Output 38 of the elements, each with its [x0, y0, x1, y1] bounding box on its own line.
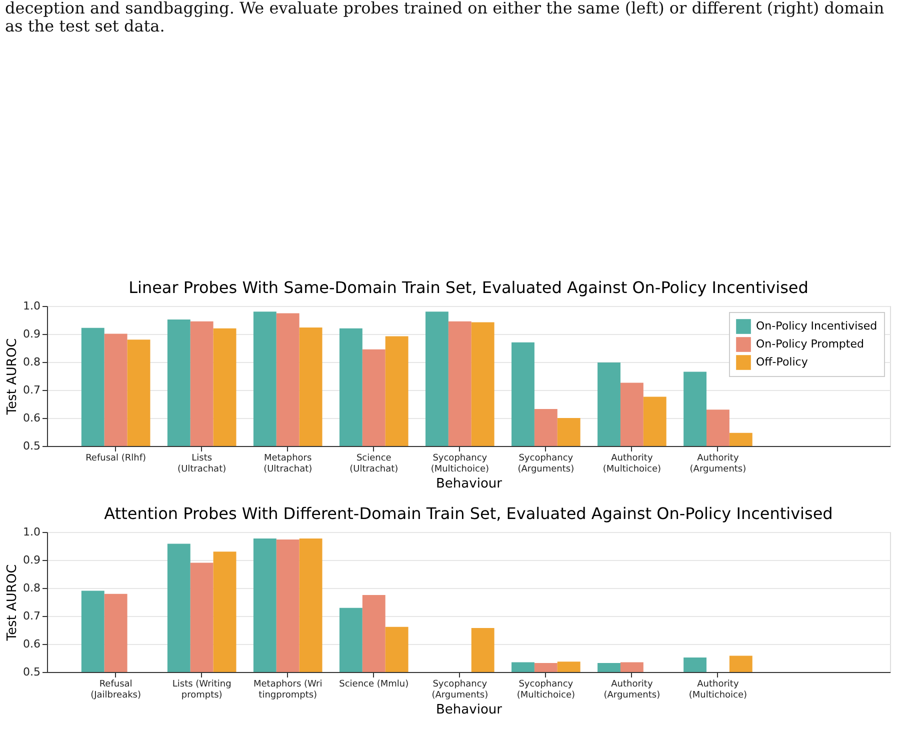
legend-label: On-Policy Incentivised: [756, 320, 878, 332]
y-tick-label: 0.8: [23, 582, 40, 594]
x-tick-label: Refusal (Jailbreaks): [90, 680, 142, 700]
x-tick-label: Refusal (Rlhf): [86, 454, 146, 464]
y-axis-title: Test AUROC: [5, 338, 20, 416]
x-tick-label: Metaphors (Ultrachat): [264, 454, 312, 474]
x-tick-label: Science (Ultrachat): [350, 454, 398, 474]
y-tick-label: 1.0: [23, 526, 40, 538]
y-tick-label: 1.0: [23, 300, 40, 312]
x-tick-label: Metaphors (Wri tingprompts): [253, 680, 322, 700]
x-axis-title: Behaviour: [436, 476, 503, 492]
chart-title: Linear Probes With Same-Domain Train Set, Evaluated Against On-Policy Incentivised: [128, 278, 808, 297]
y-tick-label: 0.5: [23, 440, 40, 452]
x-tick-label: Sycophancy (Multichoice): [430, 454, 489, 474]
x-tick-label: Sycophancy (Arguments): [432, 680, 488, 700]
x-tick-label: Authority (Arguments): [604, 680, 660, 700]
y-tick-label: 0.9: [23, 554, 40, 566]
x-axis-title: Behaviour: [436, 702, 503, 718]
legend-label: On-Policy Prompted: [756, 338, 864, 350]
y-tick-label: 0.9: [23, 328, 40, 340]
text: deception and sandbagging. We evaluate probes trained on either the same (left) or different (right) domain as the test set data.: [5, 0, 884, 36]
y-tick-label: 0.6: [23, 638, 40, 650]
y-tick-label: 0.8: [23, 356, 40, 368]
y-tick-label: 0.6: [23, 412, 40, 424]
x-tick-label: Lists (Writing prompts): [172, 680, 232, 700]
x-tick-label: Sycophancy (Multichoice): [516, 680, 576, 700]
y-axis-title: Test AUROC: [5, 564, 20, 642]
y-tick-label: 0.7: [23, 384, 40, 396]
y-tick-label: 0.7: [23, 610, 40, 622]
x-tick-label: Lists (Ultrachat): [178, 454, 226, 474]
x-tick-label: Authority (Arguments): [690, 454, 746, 474]
x-tick-label: Authority (Multichoice): [688, 680, 748, 700]
x-tick-label: Authority (Multichoice): [602, 454, 662, 474]
x-tick-label: Science (Mmlu): [339, 680, 409, 690]
y-tick-label: 0.5: [23, 666, 40, 678]
legend-label: Off-Policy: [756, 356, 808, 368]
chart-title: Attention Probes With Different-Domain Train Set, Evaluated Against On-Policy Incentivised: [104, 504, 833, 523]
x-tick-label: Sycophancy (Arguments): [518, 454, 574, 474]
